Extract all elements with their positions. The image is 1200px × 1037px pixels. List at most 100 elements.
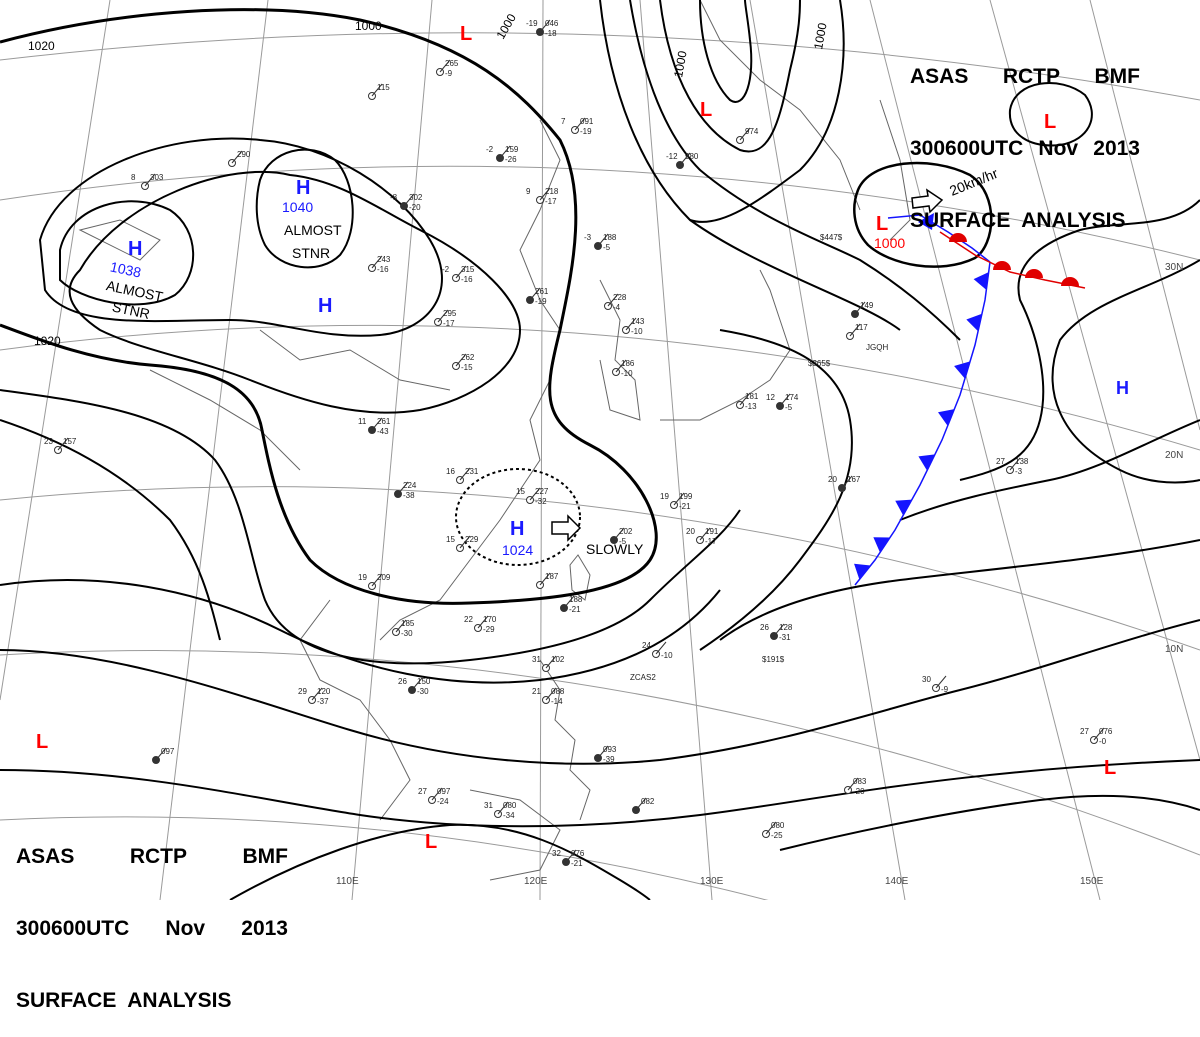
station-pressure: 102	[551, 655, 565, 664]
station-temp: -2	[442, 265, 450, 274]
station-temp: 23	[44, 437, 53, 446]
station-pressure: 091	[580, 117, 594, 126]
title-code: BMF	[243, 845, 289, 869]
title-month: Nov	[1038, 137, 1078, 161]
high-pressure-value: 1024	[502, 542, 533, 558]
station-dewpoint: -31	[779, 633, 791, 642]
low-pressure-symbol: L	[425, 831, 437, 853]
station-pressure: 186	[621, 359, 635, 368]
high-note: ALMOST	[284, 222, 342, 238]
station-pressure: 228	[613, 293, 627, 302]
station-pressure: 187	[545, 572, 559, 581]
high-note: SLOWLY	[586, 541, 644, 557]
station-dewpoint: -9	[445, 69, 453, 78]
lat-label: 20N	[1165, 450, 1183, 461]
title-station: RCTP	[130, 845, 187, 869]
station-pressure: 159	[505, 145, 519, 154]
high-note: STNR	[292, 245, 330, 261]
station-dewpoint: -5	[785, 403, 793, 412]
lon-label: 140E	[885, 876, 909, 887]
title-time: 300600UTC	[16, 917, 129, 941]
station-temp: 27	[1080, 727, 1089, 736]
low-pressure-value: 1000	[874, 235, 905, 251]
ship-label: JGQH	[866, 343, 888, 352]
station-pressure: 167	[847, 475, 861, 484]
station-temp: 26	[398, 677, 407, 686]
station-temp: 15	[516, 487, 525, 496]
station-temp: 29	[298, 687, 307, 696]
station-pressure: 229	[465, 535, 479, 544]
station-temp: 31	[484, 801, 493, 810]
station-pressure: 261	[377, 417, 391, 426]
station-pressure: 181	[745, 392, 759, 401]
isobar-label: 1000	[355, 19, 382, 33]
station-pressure: 083	[853, 777, 867, 786]
station-pressure: 227	[535, 487, 549, 496]
station-temp: 31	[532, 655, 541, 664]
station-pressure: 115	[377, 83, 390, 92]
station-temp: 20	[686, 527, 695, 536]
station-pressure: 143	[631, 317, 645, 326]
station-pressure: 174	[785, 393, 799, 402]
station-dewpoint: -26	[505, 155, 517, 164]
station-pressure: 243	[377, 255, 391, 264]
station-dewpoint: -34	[503, 811, 515, 820]
station-pressure: 290	[237, 150, 251, 159]
station-temp: 24	[642, 641, 651, 650]
station-temp: -19	[526, 19, 538, 28]
station-dewpoint: -21	[569, 605, 581, 614]
station-pressure: 231	[465, 467, 479, 476]
station-pressure: 082	[641, 797, 655, 806]
station-pressure: 138	[1015, 457, 1029, 466]
station-pressure: 218	[545, 187, 559, 196]
isobar-label: 1020	[34, 334, 61, 348]
station-pressure: 046	[545, 19, 559, 28]
title-product: ASAS	[910, 65, 968, 89]
isobar-label: 1020	[28, 39, 55, 53]
title-code: BMF	[1095, 65, 1141, 89]
ship-label: $447$	[820, 233, 843, 242]
lon-label: 120E	[524, 876, 548, 887]
station-dewpoint: -5	[603, 243, 611, 252]
title-time: 300600UTC	[910, 137, 1023, 161]
station-pressure: 262	[461, 353, 475, 362]
station-pressure: 076	[1099, 727, 1113, 736]
lon-label: 110E	[336, 876, 359, 887]
station-dewpoint: -18	[545, 29, 557, 38]
station-dewpoint: -29	[483, 625, 495, 634]
station-pressure: 097	[437, 787, 451, 796]
station-pressure: 080	[503, 801, 517, 810]
station-temp: 15	[446, 535, 455, 544]
station-dewpoint: -37	[317, 697, 329, 706]
station-pressure: 093	[603, 745, 617, 754]
station-pressure: 199	[679, 492, 693, 501]
station-dewpoint: -25	[771, 831, 783, 840]
high-pressure-symbol: H	[296, 177, 310, 199]
station-dewpoint: -19	[535, 297, 547, 306]
station-temp: 27	[996, 457, 1005, 466]
station-temp: 26	[760, 623, 769, 632]
title-type: SURFACE ANALYSIS	[16, 989, 232, 1013]
low-pressure-symbol: L	[36, 731, 48, 753]
station-pressure: 303	[150, 173, 164, 182]
station-pressure: 209	[377, 573, 391, 582]
station-temp: 22	[464, 615, 473, 624]
title-year: 2013	[241, 917, 288, 941]
title-type: SURFACE ANALYSIS	[910, 209, 1126, 233]
station-pressure: 088	[551, 687, 565, 696]
station-pressure: 302	[409, 193, 423, 202]
station-dewpoint: -16	[377, 265, 389, 274]
station-dewpoint: -32	[535, 497, 547, 506]
station-temp: 19	[660, 492, 669, 501]
station-pressure: 224	[403, 481, 417, 490]
station-dewpoint: -3	[1015, 467, 1023, 476]
station-dewpoint: -24	[437, 797, 449, 806]
station-dewpoint: -43	[377, 427, 389, 436]
station-dewpoint: -19	[580, 127, 592, 136]
station-dewpoint: -10	[621, 369, 633, 378]
station-dewpoint: -0	[1099, 737, 1107, 746]
station-pressure: 188	[569, 595, 583, 604]
station-pressure: 120	[317, 687, 331, 696]
